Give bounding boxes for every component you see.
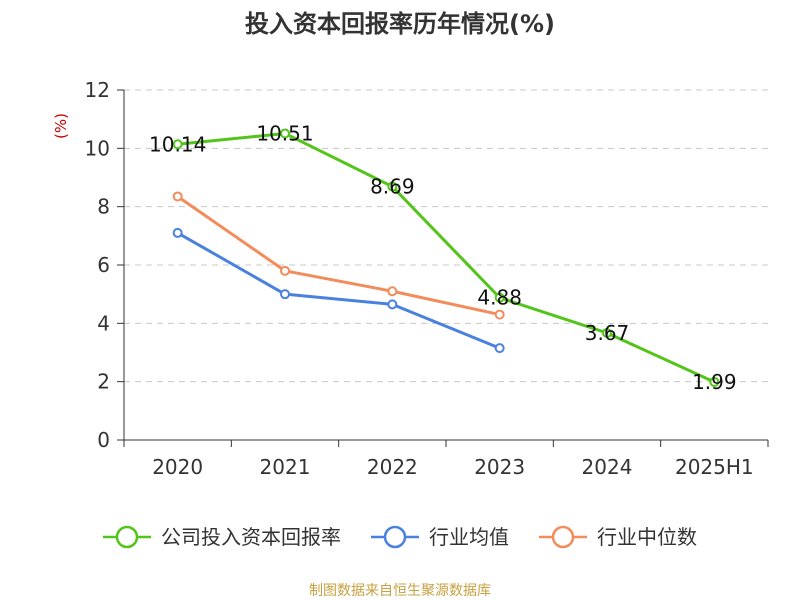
y-tick-label: 2 — [97, 370, 110, 394]
axis-layer: 0 2 4 6 8 10 12 2020 2021 2022 2023 2024 2025H1 — [85, 78, 769, 479]
data-point-0 — [172, 139, 183, 150]
series-line-0 — [177, 131, 715, 384]
x-tick-label: 2022 — [367, 455, 418, 479]
data-point-0 — [602, 327, 612, 338]
y-tick-label: 8 — [97, 195, 110, 219]
legend-label: 行业中位数 — [597, 525, 697, 549]
data-point-2 — [387, 286, 398, 297]
data-point-0 — [494, 292, 505, 303]
y-tick-label: 4 — [97, 311, 110, 335]
data-label: 4.88 — [477, 286, 522, 310]
y-tick-label: 0 — [97, 428, 110, 452]
legend-item-2: 行业中位数 — [539, 525, 697, 549]
series-line-1 — [176, 231, 501, 350]
x-tick-label: 2023 — [474, 455, 525, 479]
data-label-layer: 10.14 10.51 8.69 4.88 3.67 1.99 — [149, 121, 737, 394]
legend: 公司投入资本回报率 行业均值 行业中位数 — [103, 525, 697, 549]
data-label: 8.69 — [370, 175, 415, 199]
legend-marker-circle — [383, 525, 407, 549]
data-point-0 — [280, 128, 290, 139]
x-tick-label: 2020 — [152, 455, 203, 479]
data-point-0 — [387, 181, 398, 192]
legend-item-1: 行业均值 — [371, 525, 509, 549]
source-note: 制图数据来自恒生聚源数据库 — [309, 583, 491, 599]
y-tick-label: 6 — [97, 253, 110, 277]
chart-title: 投入资本回报率历年情况(%) — [245, 10, 555, 38]
y-tick-label: 12 — [85, 78, 110, 102]
x-tick-label: 2024 — [582, 455, 633, 479]
data-point-1 — [172, 227, 183, 238]
data-point-2 — [172, 191, 183, 202]
data-label: 1.99 — [692, 370, 737, 394]
y-tick-label: 10 — [85, 136, 110, 160]
legend-label: 行业均值 — [429, 525, 509, 549]
data-point-2 — [494, 309, 505, 320]
legend-item-0: 公司投入资本回报率 — [103, 525, 341, 549]
data-label: 3.67 — [585, 321, 630, 345]
x-tick-label: 2021 — [260, 455, 311, 479]
data-point-1 — [494, 343, 505, 354]
data-point-0 — [709, 376, 720, 387]
data-point-1 — [280, 289, 290, 300]
data-label: 10.14 — [149, 132, 206, 156]
data-point-1 — [387, 299, 398, 310]
series-line-2 — [176, 195, 500, 317]
series-layer — [172, 128, 720, 387]
legend-marker-circle — [551, 525, 575, 549]
legend-marker-circle — [115, 525, 139, 549]
grid-layer — [124, 89, 768, 383]
legend-label: 公司投入资本回报率 — [161, 525, 341, 549]
data-point-2 — [280, 265, 290, 276]
y-axis-label: (%) — [52, 113, 70, 139]
x-tick-label: 2025H1 — [675, 455, 754, 479]
data-label: 10.51 — [256, 121, 313, 145]
